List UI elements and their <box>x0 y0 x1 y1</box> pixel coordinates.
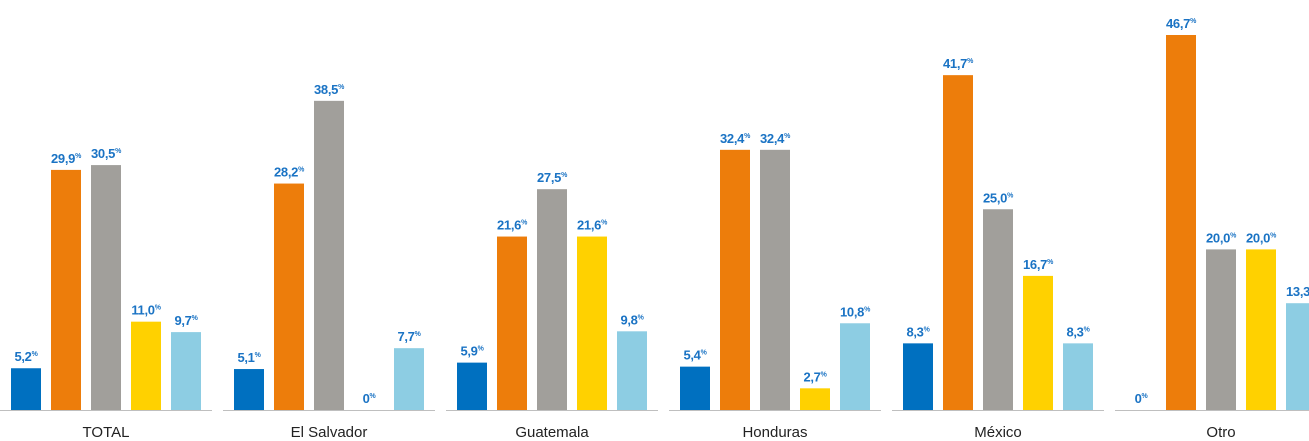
bar <box>1206 249 1236 410</box>
data-label: 46,7% <box>1166 16 1197 31</box>
data-label: 7,7% <box>397 329 421 344</box>
data-label: 5,1% <box>237 350 261 365</box>
bar <box>943 75 973 410</box>
data-label: 9,8% <box>620 312 644 327</box>
bar <box>1286 303 1309 410</box>
data-label: 32,4% <box>760 131 791 146</box>
category-label: México <box>974 424 1022 441</box>
bar <box>1166 35 1196 410</box>
bar <box>680 366 710 410</box>
data-label: 5,2% <box>14 349 38 364</box>
bar <box>11 368 41 410</box>
bar <box>800 388 830 410</box>
data-label: 41,7% <box>943 56 974 71</box>
data-label: 25,0% <box>983 190 1014 205</box>
bar <box>903 343 933 410</box>
bar <box>457 362 487 410</box>
bar <box>1023 275 1053 410</box>
data-label: 20,0% <box>1206 230 1237 245</box>
data-label: 2,7% <box>803 369 827 384</box>
bar <box>537 189 567 410</box>
bar <box>617 331 647 410</box>
data-label: 0% <box>363 391 377 406</box>
data-label: 5,4% <box>683 348 707 363</box>
data-label: 29,9% <box>51 151 82 166</box>
data-label: 28,2% <box>274 165 305 180</box>
bar <box>91 165 121 410</box>
data-label: 38,5% <box>314 82 345 97</box>
data-label: 20,0% <box>1246 230 1277 245</box>
category-label: Otro <box>1206 424 1235 441</box>
bar <box>314 100 344 410</box>
bar <box>1246 249 1276 410</box>
data-label: 10,8% <box>840 304 871 319</box>
data-label: 21,6% <box>497 218 528 233</box>
bar <box>497 236 527 410</box>
category-label: El Salvador <box>291 424 368 441</box>
bar <box>1063 343 1093 410</box>
data-label: 8,3% <box>906 324 930 339</box>
bar <box>394 348 424 410</box>
bar <box>840 323 870 410</box>
bar <box>274 183 304 410</box>
data-label: 11,0% <box>131 303 161 318</box>
bar <box>720 149 750 411</box>
category-label: Honduras <box>742 424 807 441</box>
category-label: Guatemala <box>515 424 589 441</box>
bar <box>760 149 790 411</box>
data-label: 16,7% <box>1023 257 1054 272</box>
bar <box>51 169 81 410</box>
bar <box>234 369 264 410</box>
bar <box>577 236 607 410</box>
data-label: 5,9% <box>460 344 484 359</box>
data-label: 32,4% <box>720 131 751 146</box>
bar <box>171 332 201 410</box>
data-label: 13,3% <box>1286 284 1309 299</box>
data-label: 21,6% <box>577 218 608 233</box>
data-label: 0% <box>1135 391 1149 406</box>
data-label: 9,7% <box>174 313 198 328</box>
data-label: 27,5% <box>537 170 568 185</box>
data-label: 8,3% <box>1066 324 1090 339</box>
bar <box>983 209 1013 410</box>
bar <box>131 321 161 410</box>
data-label: 30,5% <box>91 146 122 161</box>
category-label: TOTAL <box>83 424 130 441</box>
